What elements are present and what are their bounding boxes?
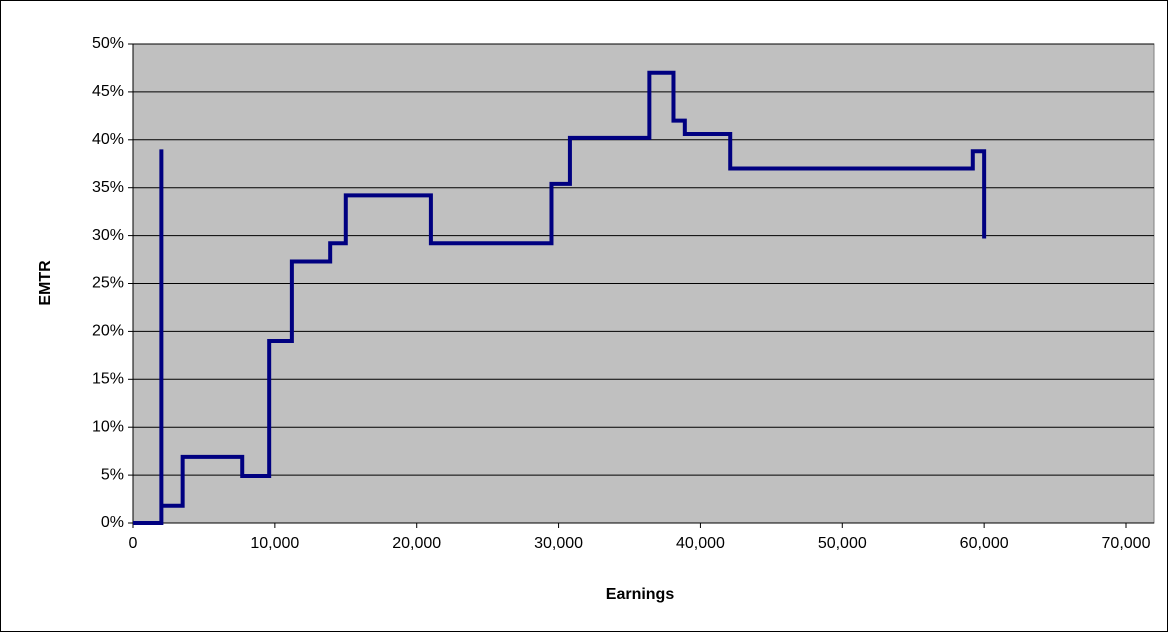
- x-tick-label: 50,000: [818, 535, 867, 552]
- x-tick-label: 10,000: [250, 535, 299, 552]
- y-tick-label: 45%: [92, 83, 124, 100]
- plot-area: 0% 5% 10% 15% 20% 25% 30% 35% 40% 45% 50% 0 10,000 20…: [92, 35, 1155, 552]
- y-tick-label: 0%: [101, 514, 124, 531]
- x-tick-label: 20,000: [392, 535, 441, 552]
- data-line: [133, 70, 987, 525]
- y-tick-label: 50%: [92, 35, 124, 52]
- x-tick-label: 0: [129, 535, 138, 552]
- x-tick-label: 30,000: [534, 535, 583, 552]
- y-tick-label: 35%: [92, 179, 124, 196]
- x-tick-label: 60,000: [960, 535, 1009, 552]
- y-tick-label: 20%: [92, 323, 124, 340]
- y-tick-label: 5%: [101, 466, 124, 483]
- y-tick-label: 15%: [92, 371, 124, 388]
- x-tick-label: 70,000: [1102, 535, 1151, 552]
- y-tick-label: 10%: [92, 418, 124, 435]
- y-tick-label: 25%: [92, 275, 124, 292]
- x-axis-title: Earnings: [606, 586, 675, 603]
- x-tick-label: 40,000: [676, 535, 725, 552]
- y-axis-title: EMTR: [37, 260, 54, 306]
- y-tick-label: 30%: [92, 227, 124, 244]
- y-tick-label: 40%: [92, 131, 124, 148]
